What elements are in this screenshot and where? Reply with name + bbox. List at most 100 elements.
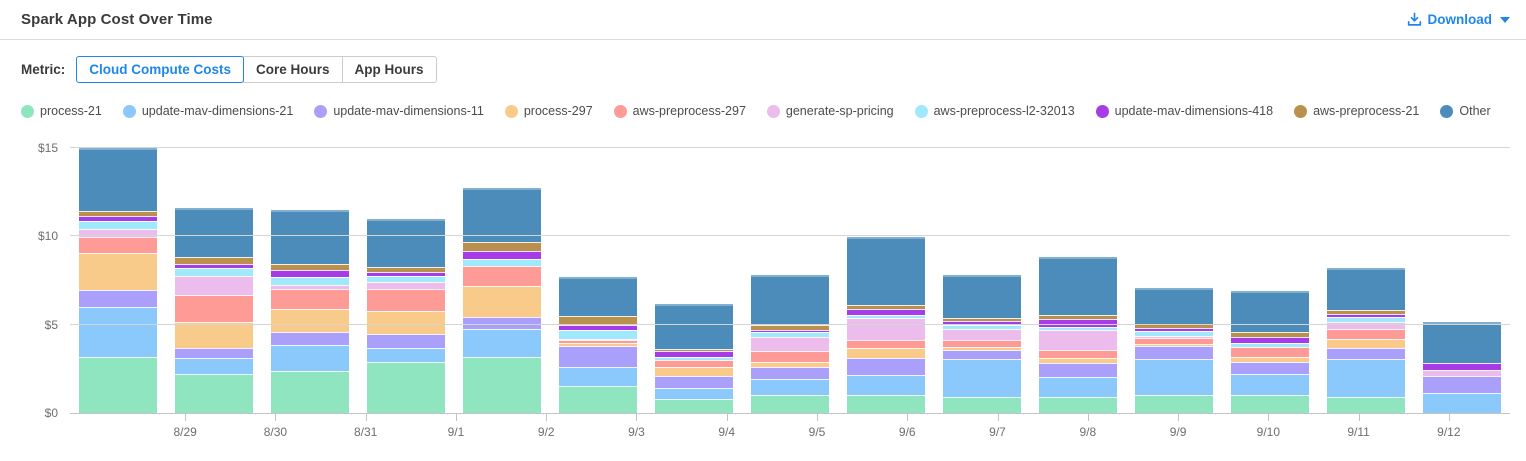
bar-segment-Other[interactable] — [1039, 257, 1117, 315]
bar-segment-aws-preprocess-297[interactable] — [847, 339, 925, 349]
bar-segment-update-mav-dimensions-21[interactable] — [751, 378, 829, 395]
bar-segment-process-297[interactable] — [1327, 338, 1405, 348]
bar-segment-aws-preprocess-21[interactable] — [559, 316, 637, 326]
bar-segment-update-mav-dimensions-418[interactable] — [271, 269, 349, 278]
bar-segment-aws-preprocess-l2-32013[interactable] — [271, 277, 349, 285]
bar-segment-aws-preprocess-21[interactable] — [271, 264, 349, 270]
bar-segment-update-mav-dimensions-21[interactable] — [655, 388, 733, 399]
bar-segment-generate-sp-pricing[interactable] — [271, 284, 349, 289]
bar-segment-Other[interactable] — [79, 147, 157, 211]
bar-segment-update-mav-dimensions-21[interactable] — [1039, 376, 1117, 398]
bar-segment-update-mav-dimensions-418[interactable] — [1231, 336, 1309, 343]
bar-segment-aws-preprocess-297[interactable] — [271, 288, 349, 309]
bar-segment-update-mav-dimensions-21[interactable] — [943, 358, 1021, 398]
bar-segment-aws-preprocess-297[interactable] — [463, 266, 541, 286]
bar-segment-update-mav-dimensions-11[interactable] — [1039, 363, 1117, 377]
bar-segment-update-mav-dimensions-418[interactable] — [1135, 328, 1213, 332]
bar-segment-update-mav-dimensions-11[interactable] — [1423, 376, 1501, 393]
bar-segment-aws-preprocess-l2-32013[interactable] — [943, 324, 1021, 329]
bar-segment-Other[interactable] — [1231, 290, 1309, 333]
bar-segment-aws-preprocess-l2-32013[interactable] — [367, 275, 445, 283]
bar-segment-process-297[interactable] — [79, 253, 157, 291]
bar-segment-process-297[interactable] — [943, 347, 1021, 350]
bar-segment-update-mav-dimensions-11[interactable] — [1327, 347, 1405, 359]
bar-segment-Other[interactable] — [271, 209, 349, 265]
bar-segment-aws-preprocess-l2-32013[interactable] — [1231, 342, 1309, 348]
bar-segment-process-297[interactable] — [367, 310, 445, 335]
bar-segment-update-mav-dimensions-418[interactable] — [79, 215, 157, 222]
bar-segment-process-297[interactable] — [1231, 357, 1309, 362]
bar-segment-update-mav-dimensions-418[interactable] — [367, 272, 445, 276]
bar-segment-process-21[interactable] — [943, 397, 1021, 413]
bar-segment-update-mav-dimensions-21[interactable] — [175, 358, 253, 374]
bar-segment-update-mav-dimensions-418[interactable] — [559, 325, 637, 330]
bar-segment-update-mav-dimensions-21[interactable] — [1327, 358, 1405, 397]
bar-segment-aws-preprocess-21[interactable] — [79, 210, 157, 216]
bar-segment-aws-preprocess-21[interactable] — [847, 304, 925, 309]
bar-segment-aws-preprocess-l2-32013[interactable] — [1039, 326, 1117, 331]
bar-segment-Other[interactable] — [1423, 322, 1501, 363]
bar-segment-process-297[interactable] — [1135, 343, 1213, 347]
bar-segment-update-mav-dimensions-11[interactable] — [1231, 361, 1309, 375]
bar-segment-update-mav-dimensions-21[interactable] — [79, 307, 157, 358]
bar-segment-aws-preprocess-297[interactable] — [751, 351, 829, 362]
bar-segment-generate-sp-pricing[interactable] — [751, 337, 829, 352]
bar-segment-generate-sp-pricing[interactable] — [1135, 335, 1213, 339]
bar-segment-aws-preprocess-l2-32013[interactable] — [79, 221, 157, 229]
bar-segment-update-mav-dimensions-11[interactable] — [1135, 346, 1213, 359]
legend-item-Other[interactable]: Other — [1440, 104, 1491, 118]
bar-segment-aws-preprocess-297[interactable] — [1135, 338, 1213, 344]
bar-segment-aws-preprocess-l2-32013[interactable] — [655, 357, 733, 361]
bar-segment-update-mav-dimensions-418[interactable] — [1423, 362, 1501, 370]
bar-segment-aws-preprocess-l2-32013[interactable] — [751, 332, 829, 338]
legend-item-update-mav-dimensions-11[interactable]: update-mav-dimensions-11 — [314, 104, 484, 118]
bar-segment-Other[interactable] — [175, 208, 253, 257]
bar-segment-update-mav-dimensions-11[interactable] — [463, 316, 541, 329]
bar-segment-aws-preprocess-297[interactable] — [175, 294, 253, 322]
metric-tab-app-hours[interactable]: App Hours — [341, 56, 437, 83]
bar-segment-Other[interactable] — [559, 276, 637, 317]
bar-segment-update-mav-dimensions-418[interactable] — [847, 308, 925, 315]
bar-segment-update-mav-dimensions-11[interactable] — [655, 375, 733, 389]
bar-segment-aws-preprocess-l2-32013[interactable] — [463, 258, 541, 267]
bar-segment-aws-preprocess-l2-32013[interactable] — [1327, 317, 1405, 323]
bar-segment-aws-preprocess-297[interactable] — [943, 339, 1021, 348]
bar-segment-aws-preprocess-l2-32013[interactable] — [847, 314, 925, 319]
bar-segment-update-mav-dimensions-21[interactable] — [1231, 374, 1309, 395]
bar-segment-aws-preprocess-21[interactable] — [1135, 324, 1213, 329]
bar-segment-process-21[interactable] — [1039, 397, 1117, 413]
bar-segment-process-21[interactable] — [1327, 396, 1405, 413]
bar-segment-generate-sp-pricing[interactable] — [559, 338, 637, 341]
bar-segment-generate-sp-pricing[interactable] — [1327, 322, 1405, 329]
bar-segment-aws-preprocess-21[interactable] — [655, 348, 733, 352]
bar-segment-process-21[interactable] — [175, 373, 253, 413]
bar-segment-update-mav-dimensions-11[interactable] — [367, 334, 445, 349]
bar-segment-process-21[interactable] — [655, 398, 733, 413]
bar-segment-process-21[interactable] — [79, 357, 157, 413]
bar-segment-Other[interactable] — [1327, 267, 1405, 310]
bar-segment-update-mav-dimensions-418[interactable] — [751, 329, 829, 333]
bar-segment-aws-preprocess-297[interactable] — [1039, 350, 1117, 359]
bar-segment-update-mav-dimensions-418[interactable] — [463, 250, 541, 259]
bar-segment-update-mav-dimensions-11[interactable] — [271, 331, 349, 345]
bar-segment-update-mav-dimensions-21[interactable] — [1423, 393, 1501, 413]
bar-segment-process-21[interactable] — [1135, 394, 1213, 413]
bar-segment-aws-preprocess-21[interactable] — [367, 266, 445, 273]
bar-segment-generate-sp-pricing[interactable] — [367, 282, 445, 289]
bar-segment-aws-preprocess-297[interactable] — [1231, 347, 1309, 358]
bar-segment-process-297[interactable] — [175, 321, 253, 348]
bar-segment-aws-preprocess-21[interactable] — [751, 325, 829, 330]
bar-segment-process-21[interactable] — [559, 385, 637, 413]
bar-segment-process-21[interactable] — [751, 394, 829, 413]
bar-segment-aws-preprocess-l2-32013[interactable] — [1135, 331, 1213, 336]
bar-segment-generate-sp-pricing[interactable] — [79, 228, 157, 237]
bar-segment-update-mav-dimensions-21[interactable] — [463, 328, 541, 357]
bar-segment-aws-preprocess-21[interactable] — [1231, 332, 1309, 337]
bar-segment-Other[interactable] — [367, 219, 445, 267]
bar-segment-process-297[interactable] — [847, 348, 925, 359]
legend-item-process-297[interactable]: process-297 — [504, 104, 593, 118]
metric-tab-core-hours[interactable]: Core Hours — [243, 56, 343, 83]
bar-segment-process-21[interactable] — [271, 370, 349, 413]
bar-segment-update-mav-dimensions-11[interactable] — [175, 347, 253, 359]
bar-segment-aws-preprocess-21[interactable] — [943, 317, 1021, 322]
